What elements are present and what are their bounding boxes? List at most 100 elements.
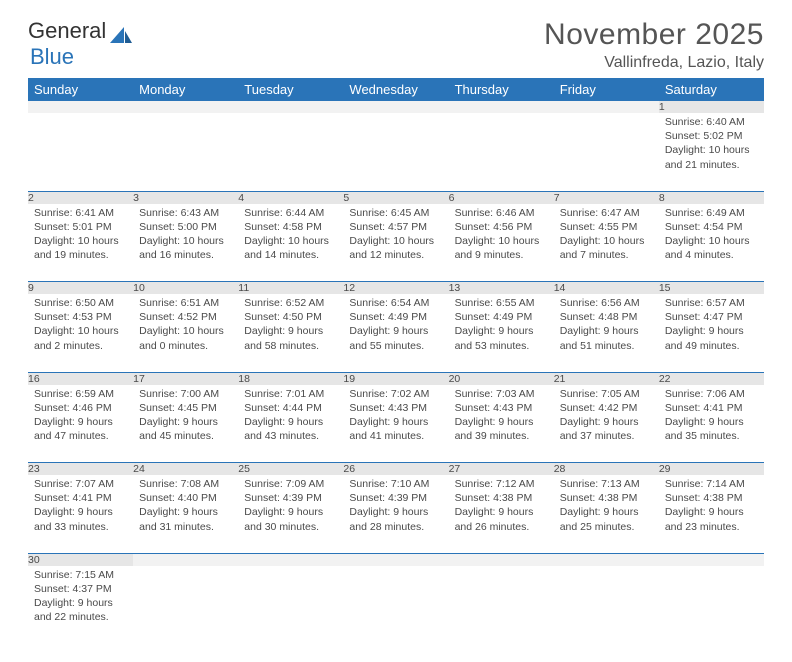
day-number-cell: 19 [343,372,448,385]
day-number-cell: 11 [238,282,343,295]
day-cell: Sunrise: 7:02 AMSunset: 4:43 PMDaylight:… [343,385,448,463]
week-row: Sunrise: 7:07 AMSunset: 4:41 PMDaylight:… [28,475,764,553]
day-number-cell: 27 [449,463,554,476]
day-number-cell: 24 [133,463,238,476]
daylight-line: Daylight: 10 hours and 16 minutes. [139,234,232,262]
day-number-cell: 17 [133,372,238,385]
sunrise-line: Sunrise: 7:13 AM [560,477,653,491]
sunrise-line: Sunrise: 7:15 AM [34,568,127,582]
daynum-row: 9101112131415 [28,282,764,295]
daylight-line: Daylight: 9 hours and 25 minutes. [560,505,653,533]
day-cell: Sunrise: 7:05 AMSunset: 4:42 PMDaylight:… [554,385,659,463]
day-cell-body: Sunrise: 7:07 AMSunset: 4:41 PMDaylight:… [28,475,133,538]
week-row: Sunrise: 6:41 AMSunset: 5:01 PMDaylight:… [28,204,764,282]
day-cell: Sunrise: 7:13 AMSunset: 4:38 PMDaylight:… [554,475,659,553]
day-cell-body: Sunrise: 6:54 AMSunset: 4:49 PMDaylight:… [343,294,448,357]
sunset-line: Sunset: 4:50 PM [244,310,337,324]
sunrise-line: Sunrise: 7:02 AM [349,387,442,401]
daynum-row: 16171819202122 [28,372,764,385]
day-cell: Sunrise: 7:01 AMSunset: 4:44 PMDaylight:… [238,385,343,463]
day-number-cell [343,553,448,566]
brand-text-2: Blue [30,44,74,70]
sunrise-line: Sunrise: 7:08 AM [139,477,232,491]
day-number-cell: 18 [238,372,343,385]
day-number-cell: 9 [28,282,133,295]
sunrise-line: Sunrise: 7:12 AM [455,477,548,491]
location-subtitle: Vallinfreda, Lazio, Italy [544,54,764,72]
day-cell-body [554,113,659,119]
sunrise-line: Sunrise: 7:01 AM [244,387,337,401]
daynum-row: 1 [28,101,764,113]
weekday-header: Tuesday [238,78,343,101]
day-cell [343,566,448,644]
day-cell: Sunrise: 7:14 AMSunset: 4:38 PMDaylight:… [659,475,764,553]
day-cell-body [238,566,343,572]
day-cell: Sunrise: 7:08 AMSunset: 4:40 PMDaylight:… [133,475,238,553]
day-number-cell: 4 [238,191,343,204]
day-cell-body: Sunrise: 7:01 AMSunset: 4:44 PMDaylight:… [238,385,343,448]
week-row: Sunrise: 6:40 AMSunset: 5:02 PMDaylight:… [28,113,764,191]
day-cell-body: Sunrise: 6:47 AMSunset: 4:55 PMDaylight:… [554,204,659,267]
day-cell-body: Sunrise: 6:55 AMSunset: 4:49 PMDaylight:… [449,294,554,357]
day-number-cell: 26 [343,463,448,476]
day-cell: Sunrise: 6:46 AMSunset: 4:56 PMDaylight:… [449,204,554,282]
day-cell-body: Sunrise: 7:10 AMSunset: 4:39 PMDaylight:… [343,475,448,538]
month-title: November 2025 [544,18,764,52]
day-cell-body: Sunrise: 6:52 AMSunset: 4:50 PMDaylight:… [238,294,343,357]
calendar-page: General November 2025 Vallinfreda, Lazio… [0,0,792,662]
day-number-cell: 16 [28,372,133,385]
brand-text-1: General [28,18,106,44]
day-number-cell [133,553,238,566]
day-cell [343,113,448,191]
day-number-cell [659,553,764,566]
day-cell-body [449,113,554,119]
sunrise-line: Sunrise: 6:52 AM [244,296,337,310]
day-number-cell [238,101,343,113]
daylight-line: Daylight: 9 hours and 51 minutes. [560,324,653,352]
sunset-line: Sunset: 4:39 PM [244,491,337,505]
brand-logo: General [28,18,134,44]
day-cell: Sunrise: 6:44 AMSunset: 4:58 PMDaylight:… [238,204,343,282]
daylight-line: Daylight: 9 hours and 55 minutes. [349,324,442,352]
day-cell-body [659,566,764,572]
daylight-line: Daylight: 9 hours and 26 minutes. [455,505,548,533]
daylight-line: Daylight: 9 hours and 41 minutes. [349,415,442,443]
day-cell: Sunrise: 6:59 AMSunset: 4:46 PMDaylight:… [28,385,133,463]
day-cell: Sunrise: 6:52 AMSunset: 4:50 PMDaylight:… [238,294,343,372]
daylight-line: Daylight: 10 hours and 14 minutes. [244,234,337,262]
day-cell [238,566,343,644]
day-cell [659,566,764,644]
daylight-line: Daylight: 9 hours and 33 minutes. [34,505,127,533]
day-cell: Sunrise: 6:49 AMSunset: 4:54 PMDaylight:… [659,204,764,282]
sunrise-line: Sunrise: 6:47 AM [560,206,653,220]
weekday-header: Friday [554,78,659,101]
daylight-line: Daylight: 9 hours and 58 minutes. [244,324,337,352]
day-cell-body: Sunrise: 7:09 AMSunset: 4:39 PMDaylight:… [238,475,343,538]
weekday-header: Monday [133,78,238,101]
sunset-line: Sunset: 4:54 PM [665,220,758,234]
day-cell: Sunrise: 6:43 AMSunset: 5:00 PMDaylight:… [133,204,238,282]
sunset-line: Sunset: 4:39 PM [349,491,442,505]
sunset-line: Sunset: 4:38 PM [665,491,758,505]
day-cell-body: Sunrise: 7:00 AMSunset: 4:45 PMDaylight:… [133,385,238,448]
daylight-line: Daylight: 9 hours and 31 minutes. [139,505,232,533]
day-cell-body [133,566,238,572]
day-cell-body: Sunrise: 7:06 AMSunset: 4:41 PMDaylight:… [659,385,764,448]
week-row: Sunrise: 7:15 AMSunset: 4:37 PMDaylight:… [28,566,764,644]
daynum-row: 23242526272829 [28,463,764,476]
sunrise-line: Sunrise: 6:40 AM [665,115,758,129]
day-cell: Sunrise: 6:55 AMSunset: 4:49 PMDaylight:… [449,294,554,372]
day-number-cell: 10 [133,282,238,295]
day-cell: Sunrise: 6:56 AMSunset: 4:48 PMDaylight:… [554,294,659,372]
day-cell-body [28,113,133,119]
daylight-line: Daylight: 9 hours and 35 minutes. [665,415,758,443]
sunrise-line: Sunrise: 6:49 AM [665,206,758,220]
daylight-line: Daylight: 9 hours and 49 minutes. [665,324,758,352]
day-cell [28,113,133,191]
sunset-line: Sunset: 4:38 PM [560,491,653,505]
day-cell: Sunrise: 7:03 AMSunset: 4:43 PMDaylight:… [449,385,554,463]
day-cell [554,566,659,644]
day-number-cell: 14 [554,282,659,295]
sunrise-line: Sunrise: 6:43 AM [139,206,232,220]
day-cell-body: Sunrise: 6:45 AMSunset: 4:57 PMDaylight:… [343,204,448,267]
